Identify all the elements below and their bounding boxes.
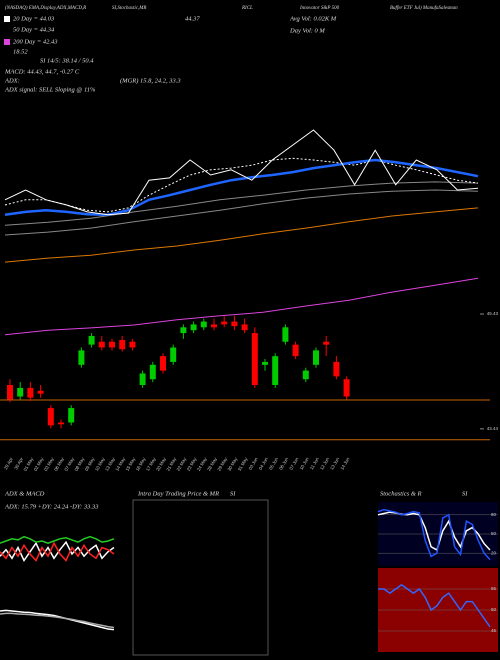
x-tick-label: 06 Jun [278, 456, 289, 471]
moving-average [4, 157, 479, 213]
candle-body [17, 387, 24, 397]
series-line [378, 583, 491, 628]
panel-title: ADX & MACD [4, 490, 45, 497]
series-line [0, 541, 115, 562]
header-text: RICL [241, 6, 253, 11]
header-text: SI,Stochastic,MR [112, 6, 146, 11]
panel-subtitle: ADX: 15.79 +DY: 24.24 -DY: 33.33 [4, 503, 99, 510]
candle-body [47, 408, 54, 426]
candle-body [190, 324, 197, 331]
candle-body [170, 347, 177, 362]
x-tick-label: 10 Jun [299, 456, 310, 471]
moving-average [4, 129, 479, 216]
x-tick-label: 03 Jun [248, 456, 259, 471]
x-tick-label: 31 May [237, 456, 249, 472]
x-tick-label: 04 Jun [258, 456, 269, 471]
candle-body [139, 373, 146, 385]
x-tick-label: 14 Jun [339, 456, 350, 471]
candle-body [323, 341, 330, 345]
candle-body [262, 361, 268, 365]
legend-text: 50 Day = 44.34 [13, 26, 55, 33]
series-line [377, 508, 491, 561]
volume-text: Avg Vol: 0.02K M [289, 15, 337, 22]
legend-swatch [4, 16, 10, 22]
candle-body [272, 356, 279, 385]
candle-body [221, 321, 228, 325]
series-line [0, 609, 115, 631]
y-tick-label: 45.43 [487, 311, 499, 316]
candle-body [292, 344, 299, 357]
header: (NASDAQ) EMA,Display,ADX,MACD,R SI,Stoch… [4, 6, 458, 93]
candle-body [211, 324, 217, 328]
y-tick-label: 55 [491, 586, 497, 591]
x-tick-label: 30 Apr [13, 456, 24, 470]
legend-text: 18.52 [13, 48, 28, 55]
intraday-box [132, 499, 269, 656]
series-line [0, 540, 115, 563]
candle-body [160, 356, 166, 371]
moving-average [4, 277, 479, 336]
candle-body [27, 387, 34, 398]
candle-body [7, 385, 13, 400]
series-line [0, 612, 115, 629]
candle-body [333, 361, 340, 377]
candle-body [343, 379, 350, 397]
candle-body [282, 327, 289, 342]
candle-body [68, 408, 75, 423]
moving-average [4, 181, 479, 226]
x-tick-label: 07 Jun [288, 456, 299, 471]
candle-body [37, 390, 44, 394]
x-tick-label: 13 Jun [329, 456, 340, 471]
candle-body [231, 321, 238, 327]
panel-title: SI [230, 490, 236, 497]
series-line [0, 535, 115, 544]
candle-body [180, 327, 187, 334]
moving-average [4, 189, 479, 236]
candle-body [251, 333, 258, 385]
candle-body [129, 341, 136, 348]
legend-text: MACD: 44.43, 44.7, -0.27 C [4, 68, 80, 75]
candle-body [313, 350, 319, 365]
y-tick-label: 80 [491, 512, 497, 517]
y-tick-label: 43.44 [487, 426, 499, 431]
candle-body [58, 422, 64, 425]
panel-title: SI [462, 490, 468, 497]
panel-titles: ADX & MACD ADX: 15.79 +DY: 24.24 -DY: 33… [4, 490, 468, 656]
candle-body [78, 350, 85, 365]
legend-text: 200 Day = 42.43 [13, 38, 58, 45]
panel-title: Stochastics & R [380, 490, 422, 497]
panel-title: Intra Day Trading Price & MR [137, 490, 219, 497]
moving-average [4, 158, 479, 217]
candle-body [149, 364, 156, 380]
candle-body [119, 340, 126, 350]
legend-text: (MGR) 15.8, 24.2, 33.3 [120, 77, 181, 84]
x-tick-label: 11 Jun [309, 456, 320, 470]
x-tick-label: 29 Apr [3, 456, 14, 470]
header-text: Buffer ETF Jul) ManufaSalesman [390, 6, 458, 11]
x-tick-label: 05 Jun [268, 456, 279, 471]
candle-body [109, 341, 115, 348]
candle-body [302, 370, 309, 380]
volume-text: Day Vol: 0 M [289, 27, 325, 34]
candle-body [98, 341, 105, 348]
legend-swatch [4, 39, 10, 45]
close-price: 44.37 [185, 15, 200, 22]
y-tick-label: 20 [491, 550, 497, 555]
x-tick-label: 12 Jun [319, 456, 330, 471]
y-tick-label: 50 [491, 531, 497, 536]
candle-body [241, 324, 248, 331]
legend-text: ADX: [4, 77, 20, 84]
candle-body [88, 335, 95, 345]
candle-body [200, 321, 207, 328]
legend-text: ADX signal: SELL Sloping @ 11% [4, 86, 96, 93]
legend-text: 20 Day = 44.03 [13, 15, 55, 22]
moving-average [4, 207, 479, 263]
legend-text: SI 14/5: 38.14 / 50.4 [40, 57, 94, 64]
y-tick-label: 50 [491, 607, 497, 612]
header-text: Innovator S&P 500 [299, 6, 340, 11]
y-tick-label: 45 [491, 628, 497, 633]
header-text: (NASDAQ) EMA,Display,ADX,MACD,R [5, 6, 86, 11]
